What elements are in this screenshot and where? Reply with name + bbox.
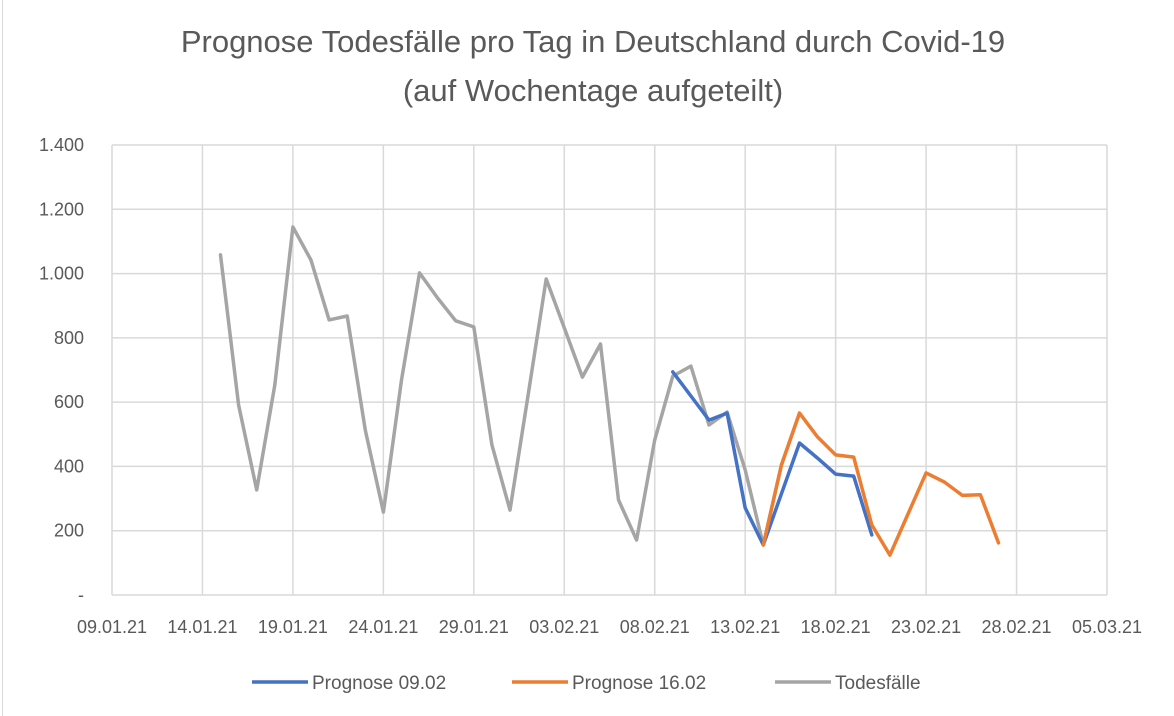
x-tick-label: 19.01.21 — [258, 617, 328, 637]
x-tick-label: 03.02.21 — [529, 617, 599, 637]
x-tick-label: 18.02.21 — [801, 617, 871, 637]
y-tick-label: 200 — [54, 521, 84, 541]
y-tick-label: 1.000 — [39, 264, 84, 284]
legend-label: Prognose 16.02 — [572, 673, 706, 694]
left-border — [2, 0, 3, 716]
y-tick-label: - — [78, 585, 84, 605]
x-tick-label: 28.02.21 — [982, 617, 1052, 637]
series-line-1 — [761, 411, 1001, 557]
x-tick-label: 08.02.21 — [620, 617, 690, 637]
chart-title-line-2: (auf Wochentage aufgeteilt) — [403, 73, 783, 108]
x-tick-label: 23.02.21 — [891, 617, 961, 637]
x-tick-label: 29.01.21 — [439, 617, 509, 637]
series-line-2 — [218, 225, 802, 547]
x-tick-label: 14.01.21 — [167, 617, 237, 637]
y-tick-label: 800 — [54, 328, 84, 348]
x-tick-label: 09.01.21 — [77, 617, 147, 637]
legend-label: Todesfälle — [835, 673, 921, 694]
y-tick-label: 1.400 — [39, 135, 84, 155]
y-tick-label: 1.200 — [39, 199, 84, 219]
y-tick-label: 400 — [54, 456, 84, 476]
series-line-0 — [671, 370, 874, 547]
chart-title-line-1: Prognose Todesfälle pro Tag in Deutschla… — [181, 24, 1005, 59]
x-tick-label: 24.01.21 — [348, 617, 418, 637]
x-tick-label: 13.02.21 — [710, 617, 780, 637]
y-tick-label: 600 — [54, 392, 84, 412]
x-tick-label: 05.03.21 — [1072, 617, 1142, 637]
legend-label: Prognose 09.02 — [312, 673, 446, 694]
